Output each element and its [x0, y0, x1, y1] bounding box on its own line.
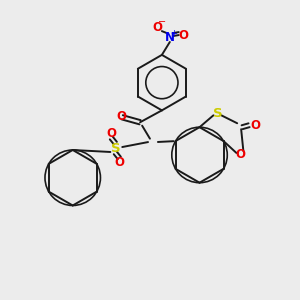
Text: O: O [114, 156, 124, 170]
Text: O: O [116, 110, 126, 123]
Text: N: N [165, 31, 175, 44]
Text: O: O [106, 127, 116, 140]
Text: O: O [152, 21, 162, 34]
Text: S: S [213, 107, 222, 120]
Text: O: O [179, 28, 189, 42]
Text: S: S [110, 142, 120, 154]
Text: −: − [158, 17, 166, 27]
Text: +: + [170, 28, 177, 38]
Text: O: O [250, 119, 260, 132]
Text: O: O [236, 148, 245, 161]
